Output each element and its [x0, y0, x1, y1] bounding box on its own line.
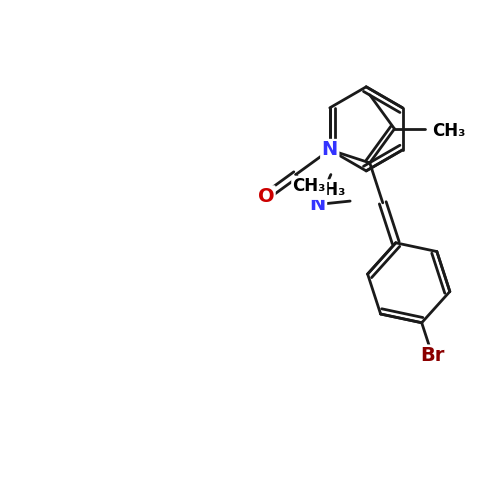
Text: N: N [322, 140, 338, 160]
Text: Br: Br [420, 346, 444, 365]
Text: CH₃: CH₃ [432, 122, 466, 140]
Text: CH₃: CH₃ [292, 177, 326, 195]
Text: O: O [258, 187, 274, 206]
Text: CH₃: CH₃ [312, 180, 345, 198]
Text: N: N [310, 195, 326, 214]
